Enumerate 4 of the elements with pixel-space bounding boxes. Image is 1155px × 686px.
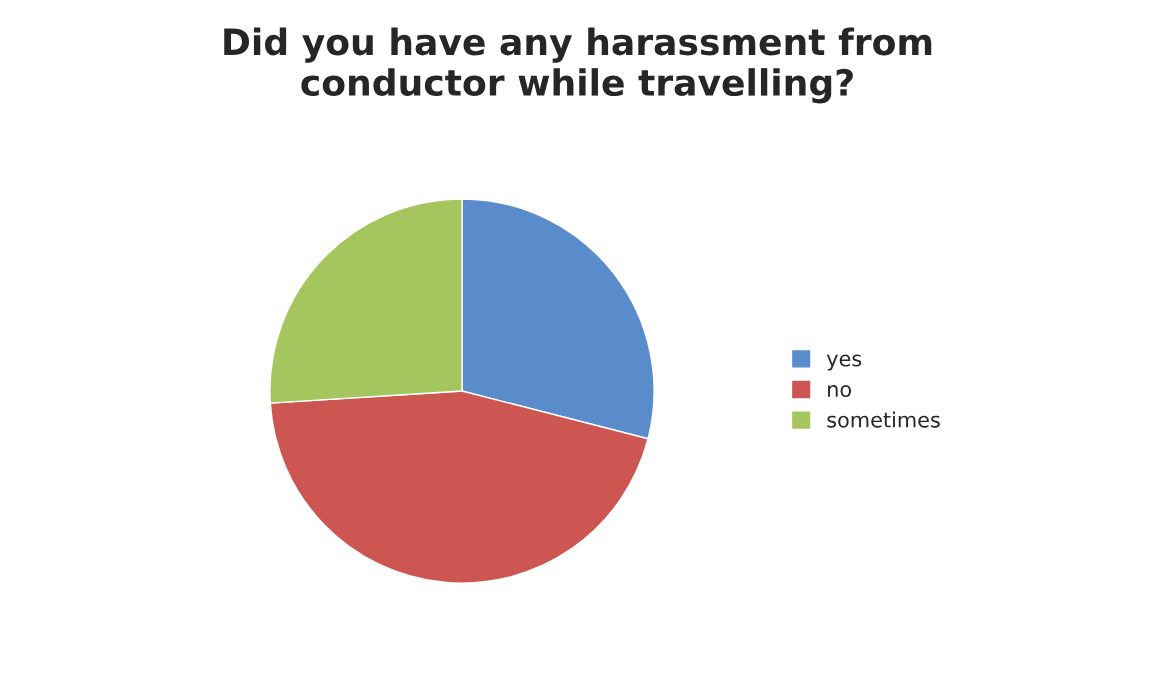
legend-label: sometimes — [827, 411, 940, 428]
chart-title: Did you have any harassment from conductor while travelling? — [224, 27, 932, 104]
legend-label: yes — [826, 354, 862, 371]
legend-label: no — [828, 385, 852, 398]
